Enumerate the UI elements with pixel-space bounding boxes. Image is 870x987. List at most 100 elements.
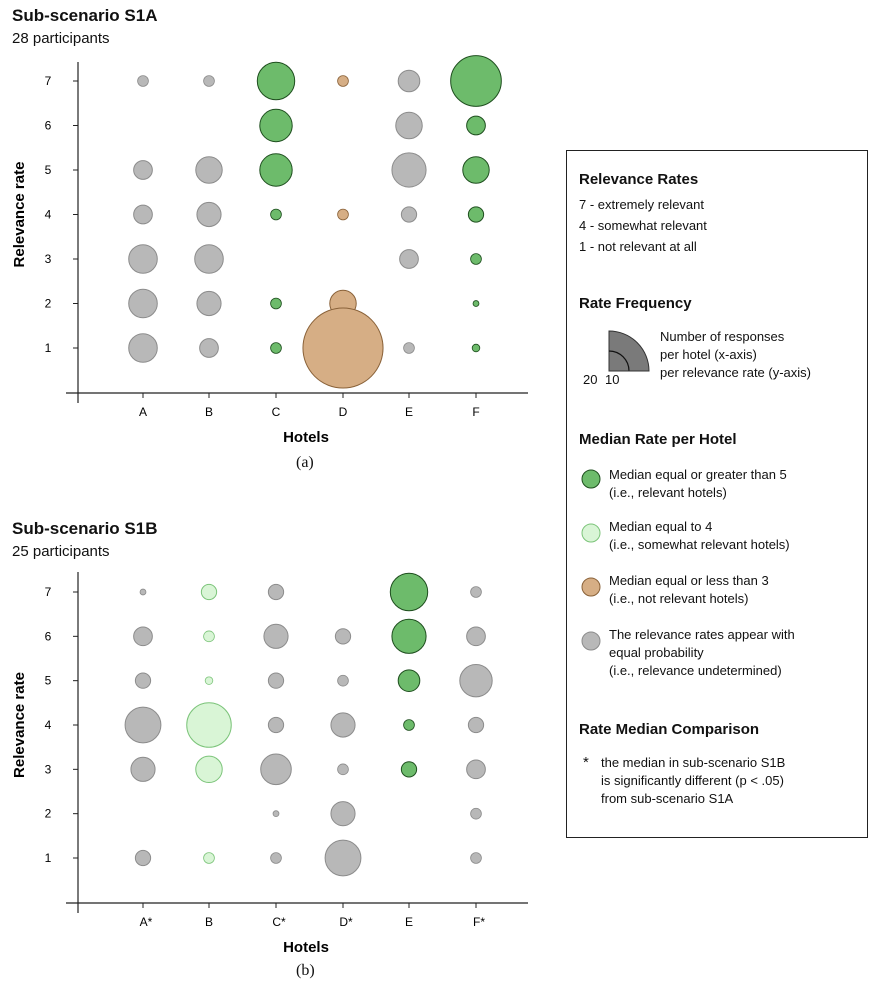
freq-scale-20: 20 (583, 372, 598, 387)
median-undetermined-line-2: equal probability (609, 645, 704, 660)
bubble-B-rate-6 (203, 630, 215, 643)
comparison-star-icon: * (583, 754, 589, 771)
bubble-E-rate-7 (397, 69, 421, 93)
y-axis-label: Relevance rate (11, 162, 28, 268)
bubble-A-rate-7 (139, 588, 147, 596)
x-tick-label: B (205, 405, 213, 419)
bubble-A-rate-3 (128, 244, 158, 274)
median-undetermined-line-3: (i.e., relevance undetermined) (609, 663, 782, 678)
y-tick-label: 6 (45, 119, 52, 133)
bubble-A-rate-3 (130, 756, 156, 782)
bubble-E-rate-3 (400, 761, 418, 778)
y-tick-label: 7 (45, 585, 52, 599)
median-not-relevant-line-1: Median equal or less than 3 (609, 573, 769, 588)
y-tick-label: 5 (45, 674, 52, 688)
bubble-C-rate-3 (260, 753, 292, 786)
bubble-E-rate-7 (389, 572, 429, 612)
bubble-D-rate-4 (337, 208, 349, 221)
bubble-C-rate-1 (270, 342, 282, 354)
x-tick-label: E (405, 915, 413, 929)
x-tick-label: F (472, 405, 479, 419)
x-tick-label: C (272, 405, 281, 419)
bubble-D-rate-1 (302, 307, 384, 389)
panel-b-subtitle: 25 participants (12, 543, 110, 560)
bubble-D-rate-2 (330, 801, 356, 827)
bubble-B-rate-7 (203, 75, 215, 87)
bubble-D-rate-1 (324, 839, 362, 877)
bubble-C-rate-7 (267, 583, 285, 601)
bubble-E-rate-3 (399, 249, 419, 269)
comparison-line-2: is significantly different (p < .05) (601, 773, 784, 788)
frequency-scale-icon (608, 330, 650, 372)
y-axis-label: Relevance rate (11, 672, 28, 778)
bubble-C-rate-5 (259, 153, 293, 187)
bubble-A-rate-5 (133, 160, 153, 180)
bubble-E-rate-4 (403, 719, 415, 731)
y-tick-label: 4 (45, 718, 52, 732)
bubble-E-rate-6 (391, 618, 427, 654)
bubble-A-rate-6 (133, 626, 153, 647)
x-tick-label: D* (339, 915, 353, 929)
legend-median-heading: Median Rate per Hotel (579, 431, 737, 448)
bubble-B-rate-7 (200, 583, 218, 601)
bubble-A-rate-7 (137, 75, 149, 87)
not-relevant-swatch-icon (581, 577, 601, 597)
bubble-D-rate-7 (337, 75, 349, 87)
y-tick-label: 6 (45, 629, 52, 643)
bubble-A-rate-1 (128, 333, 158, 363)
bubble-A-rate-4 (133, 204, 153, 225)
y-tick-label: 1 (45, 341, 52, 355)
bubble-C-rate-1 (270, 852, 282, 864)
bubble-E-rate-5 (391, 152, 427, 188)
panel-b-caption: (b) (296, 962, 315, 979)
y-tick-label: 3 (45, 762, 52, 776)
panel-a-title: Sub-scenario S1A (12, 6, 158, 25)
x-tick-label: A (139, 405, 147, 419)
legend-box: Relevance Rates 7 - extremely relevant 4… (566, 150, 868, 838)
comparison-line-3: from sub-scenario S1A (601, 791, 734, 806)
bubble-C-rate-5 (267, 672, 285, 689)
bubble-A-rate-4 (124, 706, 162, 744)
median-relevant-line-2: (i.e., relevant hotels) (609, 485, 727, 500)
relevant-swatch-icon (581, 469, 601, 489)
bubble-F-rate-2 (470, 807, 482, 820)
bubble-D-rate-6 (334, 628, 352, 645)
chart-s1a: 1 2 3 4 5 6 7 A B C D E F Hotels Relevance rate (11, 55, 528, 446)
bubble-F-rate-5 (459, 663, 493, 698)
bubble-C-rate-2 (270, 297, 282, 310)
bubble-A-rate-2 (128, 288, 158, 319)
bubble-F-rate-3 (470, 253, 482, 265)
bubble-B-rate-1 (199, 338, 219, 358)
median-somewhat-line-2: (i.e., somewhat relevant hotels) (609, 537, 790, 552)
bubble-E-rate-1 (403, 342, 415, 354)
panel-a-subtitle: 28 participants (12, 30, 110, 47)
bubble-D-rate-5 (337, 674, 349, 687)
bubble-F-rate-3 (466, 759, 486, 780)
somewhat-relevant-swatch-icon (581, 523, 601, 543)
bubble-B-rate-1 (203, 852, 215, 864)
bubble-F-rate-4 (467, 716, 485, 734)
freq-scale-10: 10 (605, 372, 620, 387)
bubble-F-rate-7 (450, 55, 502, 107)
bubble-C-rate-2 (272, 810, 280, 818)
bubble-C-rate-7 (256, 61, 296, 101)
x-tick-label: E (405, 405, 413, 419)
x-tick-label: F* (473, 915, 485, 929)
bubble-D-rate-3 (337, 763, 349, 776)
y-tick-label: 7 (45, 74, 52, 88)
y-tick-label: 3 (45, 252, 52, 266)
comparison-line-1: the median in sub-scenario S1B (601, 755, 786, 770)
y-tick-label: 1 (45, 851, 52, 865)
bubble-B-rate-3 (194, 244, 224, 274)
bubble-B-rate-5 (204, 676, 214, 685)
bubble-F-rate-5 (462, 156, 490, 184)
x-tick-label: A* (140, 915, 153, 929)
legend-rate-1: 1 - not relevant at all (579, 239, 697, 254)
chart-s1b: 1 2 3 4 5 6 7 A* B C* D* E F* Hotels Relevance rate (11, 572, 528, 956)
bubble-C-rate-6 (259, 108, 293, 143)
median-not-relevant-line-2: (i.e., not relevant hotels) (609, 591, 749, 606)
median-somewhat-line-1: Median equal to 4 (609, 519, 713, 534)
bubble-E-rate-5 (397, 669, 421, 692)
bubble-F-rate-4 (467, 206, 485, 223)
bubble-C-rate-4 (270, 208, 282, 221)
